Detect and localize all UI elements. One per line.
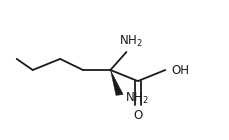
Text: NH$_2$: NH$_2$ (119, 34, 142, 49)
Polygon shape (110, 70, 123, 95)
Text: NH$_2$: NH$_2$ (125, 91, 148, 106)
Text: OH: OH (170, 64, 188, 76)
Text: O: O (133, 109, 142, 122)
